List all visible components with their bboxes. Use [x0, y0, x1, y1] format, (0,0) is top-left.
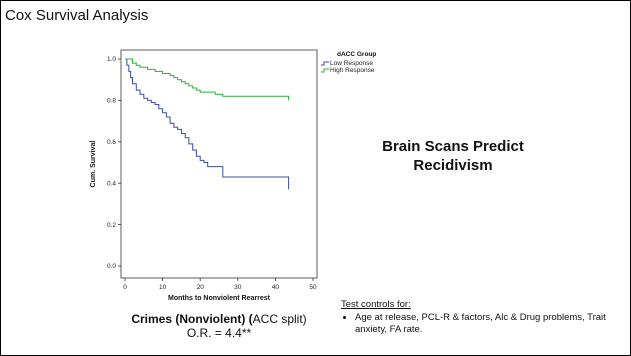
y-tick-label: 1.0: [107, 56, 116, 63]
survival-chart: 0.0 0.2 0.4 0.6 0.8 1.0 0 10 20 30 40 50 Months to N…: [79, 46, 376, 308]
crimes-summary: Crimes (Nonviolent) (ACC split) O.R. = 4…: [119, 312, 319, 340]
headline-line-1: Brain Scans Predict: [382, 138, 524, 155]
series-line-low-response: [125, 58, 290, 190]
legend-entry: Low Response: [330, 60, 373, 67]
legend-swatch: [321, 68, 329, 73]
x-axis-label: Months to Nonviolent Rearrest: [168, 295, 271, 302]
x-tick-label: 0: [123, 284, 127, 291]
test-controls: Test controls for: Age at release, PCL-R…: [341, 299, 626, 336]
y-tick-label: 0.2: [107, 222, 116, 229]
plot-frame: [120, 49, 318, 279]
x-tick-label: 30: [234, 284, 242, 291]
legend-title: dACC Group: [337, 51, 376, 58]
y-tick-label: 0.8: [107, 98, 116, 105]
crimes-label: Crimes (Nonviolent) (ACC split): [119, 312, 319, 326]
y-tick-label: 0.6: [107, 139, 116, 146]
test-controls-item: Age at release, PCL-R & factors, Alc & D…: [355, 312, 626, 336]
legend-entry: High Response: [330, 67, 375, 74]
x-tick-label: 20: [197, 284, 205, 291]
legend-swatch: [321, 61, 329, 66]
y-tick-label: 0.0: [107, 263, 116, 270]
series-line-high-response: [125, 58, 290, 101]
slide-title: Cox Survival Analysis: [5, 7, 149, 24]
test-controls-title: Test controls for:: [341, 299, 411, 310]
odds-ratio: O.R. = 4.4**: [186, 326, 252, 340]
x-tick-label: 40: [272, 284, 280, 291]
crimes-bold: Crimes (Nonviolent) (: [131, 312, 253, 326]
y-tick-label: 0.4: [107, 180, 116, 187]
x-tick-label: 10: [159, 284, 167, 291]
y-axis-label: Cum. Survival: [90, 141, 97, 188]
survival-chart-svg: 0.0 0.2 0.4 0.6 0.8 1.0 0 10 20 30 40 50 Months to N…: [90, 49, 376, 302]
crimes-split: ACC split): [252, 312, 307, 326]
test-controls-list: Age at release, PCL-R & factors, Alc & D…: [341, 312, 626, 336]
x-tick-label: 50: [309, 284, 317, 291]
headline: Brain Scans Predict Recidivism: [353, 137, 553, 175]
headline-line-2: Recidivism: [413, 157, 493, 174]
